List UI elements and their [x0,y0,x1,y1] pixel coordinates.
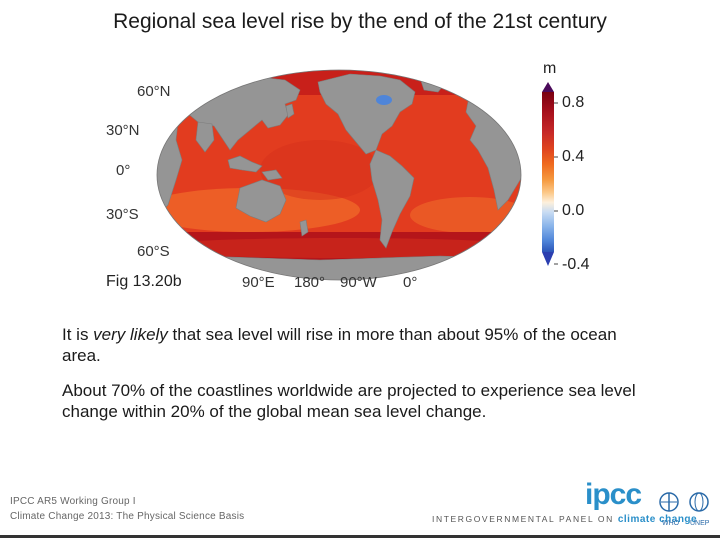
who-emblem-icon [659,492,679,512]
ipcc-panel-name: INTERGOVERNMENTAL PANEL ON climate chang… [432,514,698,525]
lat-label-60s: 60°S [137,243,170,260]
north-america [317,73,416,155]
new-zealand [299,219,309,237]
colorbar-tick-0-4: 0.4 [562,148,585,165]
colorbar-top-arrow [542,82,554,92]
india [195,121,215,153]
footer-report-title: Climate Change 2013: The Physical Scienc… [10,511,245,522]
southern-ocean-band [157,238,521,258]
colorbar-unit: m [543,60,557,77]
south-atlantic-band [410,197,521,233]
lon-label-0: 0° [403,274,418,291]
arctic-hotspot [450,80,470,88]
pacific-core [260,140,380,200]
globe [157,70,521,280]
unep-emblem-icon [689,492,709,512]
indonesia [227,155,263,173]
lon-label-90e: 90°E [242,274,275,291]
colorbar-scale [542,92,554,252]
colorbar-bottom-arrow [542,252,554,266]
unep-label: UNEP [690,520,710,527]
globe-outline [156,69,522,281]
colorbar-tick-0-8: 0.8 [562,94,585,111]
colorbar [542,82,558,266]
footer-rule [0,535,720,538]
hudson-bay-negative-region [376,95,392,105]
ipcc-logo: ipcc [585,478,642,511]
new-guinea [261,169,283,181]
south-america [369,149,415,249]
figure-label: Fig 13.20b [106,273,182,290]
colorbar-tick-0-0: 0.0 [562,202,585,219]
lat-label-equator: 0° [116,162,131,179]
slide-title: Regional sea level rise by the end of th… [113,10,607,33]
lat-label-60n: 60°N [137,83,171,100]
sea-level-map [156,69,558,281]
colorbar-tick-neg-0-4: -0.4 [562,256,590,273]
paragraph-likely-rise: It is very likely that sea level will ri… [62,325,617,365]
paragraph-coastlines: About 70% of the coastlines worldwide ar… [62,381,636,421]
lon-label-90w: 90°W [340,274,377,291]
australia [235,179,287,223]
lon-label-180: 180° [294,274,326,291]
footer-working-group: IPCC AR5 Working Group I [10,496,136,507]
emphasis-very-likely: very likely [93,325,168,344]
japan [285,103,295,119]
lat-label-30s: 30°S [106,206,139,223]
lat-label-30n: 30°N [106,122,140,139]
sea-level-map-figure: 60°N 30°N 0° 30°S 60°S 90°E 180° 90°W 0°… [106,60,590,291]
who-label: WHO [662,520,680,527]
